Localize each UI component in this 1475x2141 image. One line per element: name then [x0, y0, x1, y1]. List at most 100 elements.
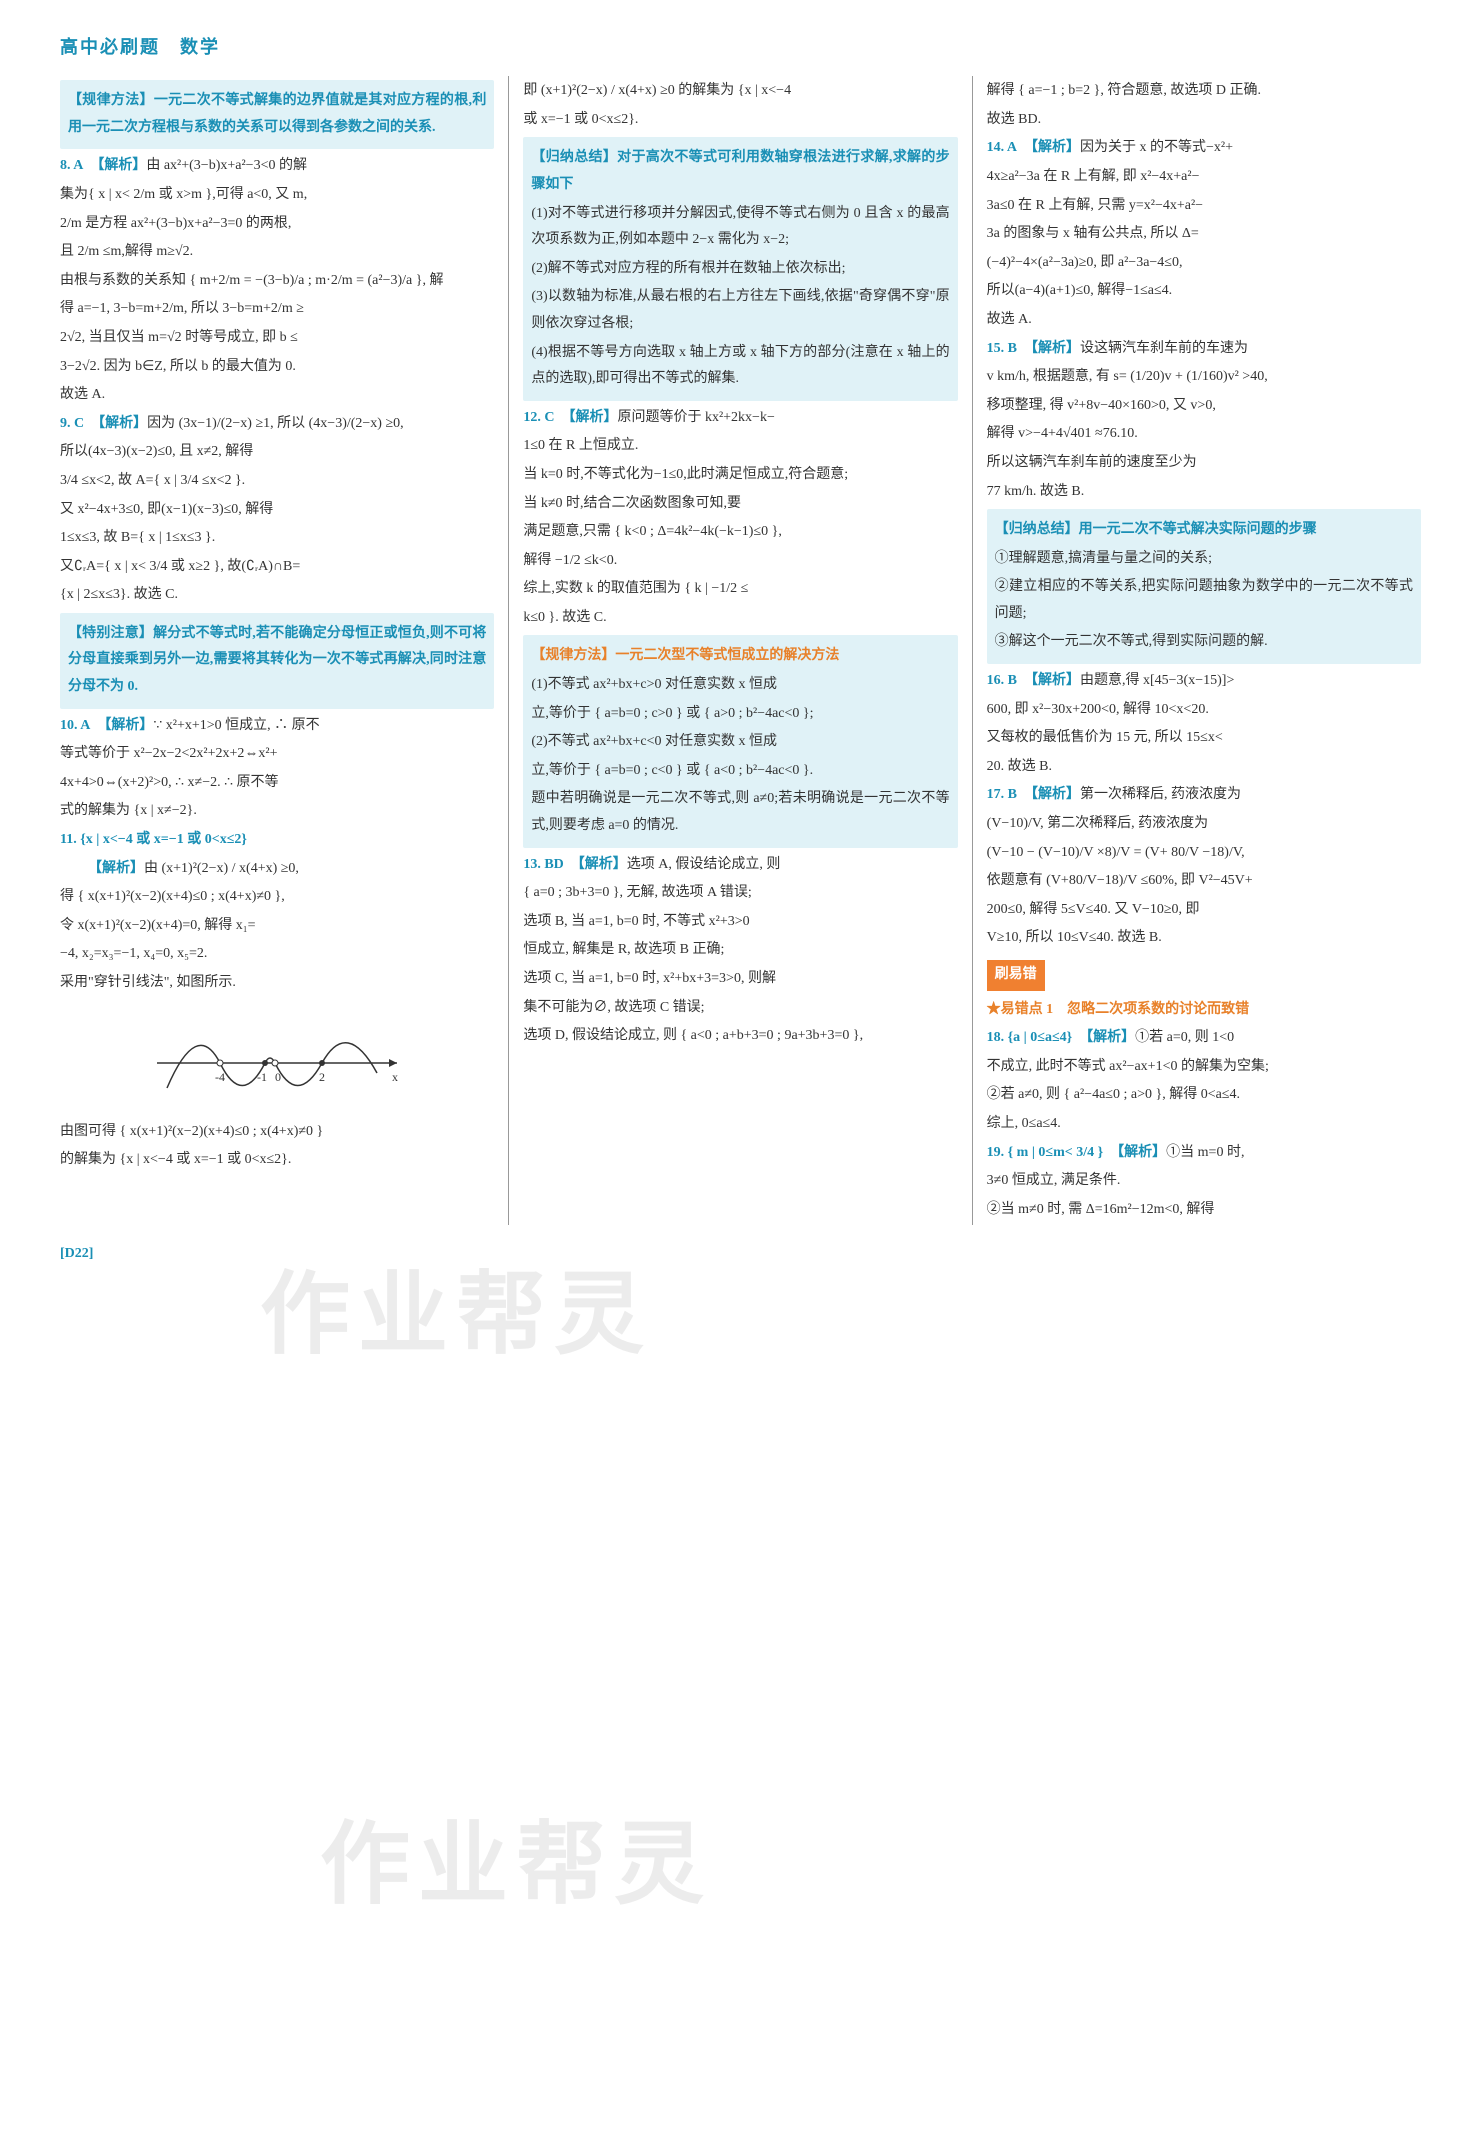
q9-text: 所以(4x−3)(x−2)≤0, 且 x≠2, 解得: [60, 439, 494, 466]
q18-text: 综上, 0≤a≤4.: [987, 1111, 1421, 1138]
q17-text: 200≤0, 解得 5≤V≤40. 又 V−10≥0, 即: [987, 897, 1421, 924]
method-title: 【规律方法】一元二次型不等式恒成立的解决方法: [531, 643, 949, 670]
summary-step: (1)对不等式进行移项并分解因式,使得不等式右侧为 0 且含 x 的最高次项系数…: [531, 201, 949, 254]
q18-answer: {a | 0≤a≤4}: [1008, 1030, 1072, 1045]
analysis-tag: 【解析】: [104, 718, 153, 733]
q13-text: 选项 D, 假设结论成立, 则 { a<0 ; a+b+3=0 ; 9a+3b+…: [523, 1023, 957, 1050]
q10-text: ∵ x²+x+1>0 恒成立, ∴ 原不: [153, 718, 319, 733]
q11-answer: {x | x<−4 或 x=−1 或 0<x≤2}: [80, 832, 247, 847]
error-point: ★易错点 1 忽略二次项系数的讨论而致错: [987, 997, 1421, 1024]
svg-text:0: 0: [275, 1070, 281, 1084]
method-text: 题中若明确说是一元二次不等式,则 a≠0;若未明确说是一元二次不等式,则要考虑 …: [531, 786, 949, 839]
q12-text: 综上,实数 k 的取值范围为 { k | −1/2 ≤: [523, 576, 957, 603]
q15-number: 15. B: [987, 341, 1017, 356]
q12-number: 12. C: [523, 410, 554, 425]
q14-text: 所以(a−4)(a+1)≤0, 解得−1≤a≤4.: [987, 278, 1421, 305]
summary-box: 【归纳总结】用一元二次不等式解决实际问题的步骤 ①理解题意,搞清量与量之间的关系…: [987, 509, 1421, 664]
cont-text: 解得 { a=−1 ; b=2 }, 符合题意, 故选项 D 正确.: [987, 78, 1421, 105]
q17-text: 第一次稀释后, 药液浓度为: [1080, 787, 1241, 802]
q12-text: 满足题意,只需 { k<0 ; Δ=4k²−4k(−k−1)≤0 },: [523, 519, 957, 546]
analysis-tag: 【解析】: [1031, 341, 1080, 356]
q19-answer: { m | 0≤m< 3/4 }: [1008, 1145, 1104, 1160]
q16-text: 600, 即 x²−30x+200<0, 解得 10<x<20.: [987, 697, 1421, 724]
q8-text: 2/m 是方程 ax²+(3−b)x+a²−3=0 的两根,: [60, 211, 494, 238]
error-section-header: 刷易错: [987, 960, 1045, 991]
q10-number: 10. A: [60, 718, 90, 733]
q17-text: (V−10 − (V−10)/V ×8)/V = (V+ 80/V −18)/V…: [987, 840, 1421, 867]
q13-text: { a=0 ; 3b+3=0 }, 无解, 故选项 A 错误;: [523, 880, 957, 907]
analysis-tag: 【解析】: [1117, 1145, 1166, 1160]
method-box: 【规律方法】一元二次不等式解集的边界值就是其对应方程的根,利用一元二次方程根与系…: [60, 80, 494, 149]
q11-text: 得 { x(x+1)²(x−2)(x+4)≤0 ; x(4+x)≠0 },: [60, 884, 494, 911]
q11-text: −4, x₂=x₃=−1, x₄=0, x₅=2.: [60, 941, 494, 968]
summary-title: 【归纳总结】用一元二次不等式解决实际问题的步骤: [995, 517, 1413, 544]
cont-text: 故选 BD.: [987, 107, 1421, 134]
q12-text: 原问题等价于 kx²+2kx−k−: [617, 410, 774, 425]
q11-text: 的解集为 {x | x<−4 或 x=−1 或 0<x≤2}.: [60, 1147, 494, 1174]
cont-text: 即 (x+1)²(2−x) / x(4+x) ≥0 的解集为 {x | x<−4: [523, 78, 957, 105]
q9-text: 3/4 ≤x<2, 故 A={ x | 3/4 ≤x<2 }.: [60, 468, 494, 495]
q19-text: 3≠0 恒成立, 满足条件.: [987, 1168, 1421, 1195]
method-text: (1)不等式 ax²+bx+c>0 对任意实数 x 恒成: [531, 672, 949, 699]
summary-step: (3)以数轴为标准,从最右根的右上方往左下画线,依据"奇穿偶不穿"原则依次穿过各…: [531, 284, 949, 337]
q14-number: 14. A: [987, 140, 1017, 155]
q17-number: 17. B: [987, 787, 1017, 802]
method-box: 【规律方法】一元二次型不等式恒成立的解决方法 (1)不等式 ax²+bx+c>0…: [523, 635, 957, 847]
q14-text: 4x≥a²−3a 在 R 上有解, 即 x²−4x+a²−: [987, 164, 1421, 191]
q13-text: 选项 C, 当 a=1, b=0 时, x²+bx+3=3>0, 则解: [523, 966, 957, 993]
summary-step: (4)根据不等号方向选取 x 轴上方或 x 轴下方的部分(注意在 x 轴上的点的…: [531, 340, 949, 393]
q14-text: 因为关于 x 的不等式−x²+: [1080, 140, 1233, 155]
analysis-tag: 【解析】: [97, 158, 146, 173]
q12-text: 当 k≠0 时,结合二次函数图象可知,要: [523, 491, 957, 518]
q10-text: 式的解集为 {x | x≠−2}.: [60, 798, 494, 825]
q11-text: 由图可得 { x(x+1)²(x−2)(x+4)≤0 ; x(4+x)≠0 }: [60, 1119, 494, 1146]
tag: 【规律方法】一元二次不等式解集的边界值就是其对应方程的根,利用一元二次方程根与系…: [68, 93, 486, 135]
method-text: (2)不等式 ax²+bx+c<0 对任意实数 x 恒成: [531, 729, 949, 756]
q16-text: 由题意,得 x[45−3(x−15)]>: [1080, 673, 1234, 688]
q19-text: ②当 m≠0 时, 需 Δ=16m²−12m<0, 解得: [987, 1197, 1421, 1224]
analysis-tag: 【解析】: [1086, 1030, 1135, 1045]
q11-text: 令 x(x+1)²(x−2)(x+4)=0, 解得 x₁=: [60, 913, 494, 940]
q17-text: V≥10, 所以 10≤V≤40. 故选 B.: [987, 925, 1421, 952]
watermark: 作业帮灵: [320, 1780, 712, 1951]
summary-step: ②建立相应的不等关系,把实际问题抽象为数学中的一元二次不等式问题;: [995, 574, 1413, 627]
analysis-tag: 【解析】: [1031, 673, 1080, 688]
q17-text: (V−10)/V, 第二次稀释后, 药液浓度为: [987, 811, 1421, 838]
q9-text: {x | 2≤x≤3}. 故选 C.: [60, 582, 494, 609]
q8-text: 且 2/m ≤m,解得 m≥√2.: [60, 239, 494, 266]
q15-text: 设这辆汽车刹车前的车速为: [1080, 341, 1248, 356]
q11-text: 由 (x+1)²(2−x) / x(4+x) ≥0,: [144, 861, 299, 876]
analysis-tag: 【解析】: [568, 410, 617, 425]
summary-step: ③解这个一元二次不等式,得到实际问题的解.: [995, 629, 1413, 656]
q17-text: 依题意有 (V+80/V−18)/V ≤60%, 即 V²−45V+: [987, 868, 1421, 895]
content-columns: 【规律方法】一元二次不等式解集的边界值就是其对应方程的根,利用一元二次方程根与系…: [60, 76, 1435, 1225]
svg-text:x: x: [392, 1070, 398, 1084]
q12-text: 当 k=0 时,不等式化为−1≤0,此时满足恒成立,符合题意;: [523, 462, 957, 489]
q18-number: 18.: [987, 1030, 1005, 1045]
q9-text: 又 x²−4x+3≤0, 即(x−1)(x−3)≤0, 解得: [60, 497, 494, 524]
column-3: 解得 { a=−1 ; b=2 }, 符合题意, 故选项 D 正确. 故选 BD…: [973, 76, 1435, 1225]
q8-text: 由根与系数的关系知 { m+2/m = −(3−b)/a ; m·2/m = (…: [60, 268, 494, 295]
q15-text: 解得 v>−4+4√401 ≈76.10.: [987, 421, 1421, 448]
analysis-tag: 【解析】: [1031, 787, 1080, 802]
page-number: [D22]: [60, 1241, 1435, 1268]
method-text: 立,等价于 { a=b=0 ; c<0 } 或 { a<0 ; b²−4ac<0…: [531, 758, 949, 785]
q16-text: 20. 故选 B.: [987, 754, 1421, 781]
q15-text: 所以这辆汽车刹车前的速度至少为: [987, 450, 1421, 477]
q8-text: 3−2√2. 因为 b∈Z, 所以 b 的最大值为 0.: [60, 354, 494, 381]
method-text: 立,等价于 { a=b=0 ; c>0 } 或 { a>0 ; b²−4ac<0…: [531, 701, 949, 728]
q13-text: 集不可能为∅, 故选项 C 错误;: [523, 995, 957, 1022]
q18-text: ①若 a=0, 则 1<0: [1135, 1030, 1234, 1045]
number-line-graph: -4 -1 0 2 x: [147, 1003, 407, 1113]
q13-text: 恒成立, 解集是 R, 故选项 B 正确;: [523, 937, 957, 964]
q16-number: 16. B: [987, 673, 1017, 688]
q13-number: 13. BD: [523, 857, 563, 872]
q11-number: 11.: [60, 832, 77, 847]
q18-text: 不成立, 此时不等式 ax²−ax+1<0 的解集为空集;: [987, 1054, 1421, 1081]
q8-text: 得 a=−1, 3−b=m+2/m, 所以 3−b=m+2/m ≥: [60, 296, 494, 323]
analysis-tag: 【解析】: [578, 857, 627, 872]
summary-title: 【归纳总结】对于高次不等式可利用数轴穿根法进行求解,求解的步骤如下: [531, 145, 949, 198]
q8-text: 由 ax²+(3−b)x+a²−3<0 的解: [146, 158, 307, 173]
analysis-tag: 【解析】: [88, 861, 144, 876]
summary-step: ①理解题意,搞清量与量之间的关系;: [995, 546, 1413, 573]
